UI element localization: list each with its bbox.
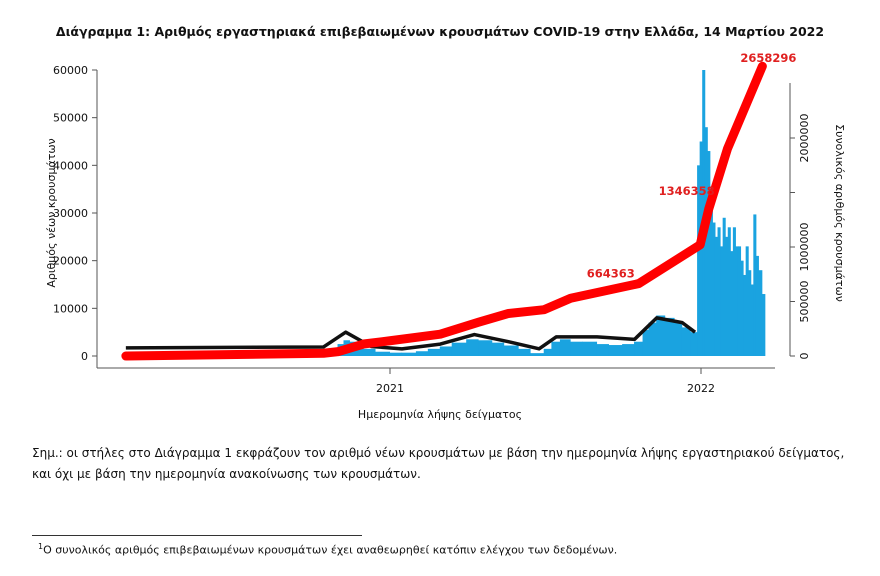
daily-cases-bar — [707, 151, 711, 356]
daily-cases-bar — [648, 322, 657, 356]
daily-cases-bar — [582, 341, 598, 356]
daily-cases-bar — [551, 341, 561, 356]
daily-cases-bar — [755, 255, 759, 356]
daily-cases-bar — [720, 246, 724, 356]
daily-cases-bar — [758, 270, 763, 356]
daily-cases-bar — [722, 217, 726, 356]
left-tick-label: 50000 — [53, 112, 88, 125]
daily-cases-bar — [491, 342, 505, 356]
daily-cases-bar — [664, 317, 675, 356]
daily-cases-bar — [389, 352, 402, 356]
daily-cases-bar — [737, 246, 742, 356]
daily-cases-bar — [697, 165, 701, 356]
daily-cases-bar — [543, 348, 552, 356]
daily-cases-bar — [401, 352, 417, 356]
chart-note: Σημ.: οι στήλες στο Διάγραμμα 1 εκφράζου… — [32, 446, 845, 481]
daily-cases-bar — [681, 327, 691, 356]
daily-cases-bar — [717, 227, 721, 356]
daily-cases-bar — [451, 342, 467, 356]
footnote-text: Ο συνολικός αριθμός επιβεβαιωμένων κρουσ… — [43, 543, 618, 557]
daily-cases-bar — [608, 345, 623, 356]
left-tick-label: 20000 — [53, 255, 88, 268]
x-axis-label: Ημερομηνία λήψης δείγματος — [358, 408, 522, 421]
daily-cases-bar — [732, 227, 736, 356]
daily-cases-bar — [622, 344, 635, 356]
left-tick-label: 60000 — [53, 64, 88, 77]
daily-cases-bar — [753, 214, 757, 356]
x-tick-label: 2022 — [687, 382, 715, 395]
cumulative-annotation: 664363 — [587, 267, 635, 281]
daily-cases-bar — [656, 315, 666, 356]
cumulative-line — [121, 61, 767, 361]
daily-cases-bar — [730, 251, 734, 356]
chart-title: Διάγραμμα 1: Αριθμός εργαστηριακά επιβεβ… — [55, 24, 825, 39]
daily-cases-bar — [375, 351, 390, 356]
right-axis-label: Συνολικός αριθμός κρουσμάτων — [833, 124, 846, 302]
daily-cases-bar — [478, 340, 493, 356]
daily-cases-bar — [714, 236, 719, 356]
daily-cases-bar — [363, 348, 376, 356]
daily-cases-bar — [642, 329, 650, 356]
daily-cases-bar — [674, 322, 683, 356]
x-tick-label: 2021 — [376, 382, 404, 395]
daily-cases-bar — [466, 339, 479, 356]
covid-chart: 0 10000 20000 30000 40000 50000 60000 0 500000 10… — [45, 51, 846, 421]
cumulative-annotation: 2658296 — [740, 51, 796, 65]
daily-cases-bar — [530, 353, 545, 356]
daily-cases-bar — [727, 227, 731, 356]
daily-cases-bar — [355, 345, 364, 356]
daily-cases-bar — [570, 341, 583, 356]
daily-cases-bar — [690, 332, 698, 356]
daily-cases-bar — [748, 270, 752, 356]
daily-cases-bar — [745, 246, 749, 356]
right-tick-label: 1000000 — [798, 223, 811, 272]
daily-cases-bar — [712, 222, 716, 356]
daily-cases-bar — [740, 260, 744, 356]
daily-cases-bar — [415, 351, 429, 356]
daily-cases-bar — [427, 348, 441, 356]
moving-average-line — [125, 316, 697, 351]
daily-cases-bar — [735, 246, 739, 356]
daily-cases-bar — [439, 346, 453, 356]
daily-cases-bar — [709, 189, 713, 356]
daily-cases-bar — [704, 127, 708, 356]
daily-cases-bar — [559, 339, 571, 356]
daily-cases-bar — [761, 294, 766, 356]
daily-cases-bar — [596, 344, 609, 356]
left-axis-label: Αριθμός νέων κρουσμάτων — [45, 138, 58, 287]
daily-cases-bar — [750, 284, 754, 356]
footnote-mark: 1 — [38, 542, 44, 551]
left-tick-label: 10000 — [53, 302, 88, 315]
daily-cases-bar — [725, 236, 729, 356]
right-tick-label: 2000000 — [798, 114, 811, 163]
daily-cases-bar — [518, 348, 531, 356]
daily-cases-bar — [634, 341, 644, 356]
right-tick-label: 500000 — [798, 281, 811, 323]
left-tick-label: 30000 — [53, 207, 88, 220]
right-tick-label: 0 — [798, 353, 811, 360]
left-tick-label: 0 — [81, 350, 88, 363]
left-tick-label: 40000 — [53, 159, 88, 172]
daily-cases-bar — [503, 345, 519, 356]
cumulative-annotation: 1346358 — [659, 184, 715, 198]
footnote-divider — [32, 535, 362, 536]
footnote: 1Ο συνολικός αριθμός επιβεβαιωμένων κρου… — [38, 542, 617, 557]
daily-cases-bar — [743, 274, 747, 356]
